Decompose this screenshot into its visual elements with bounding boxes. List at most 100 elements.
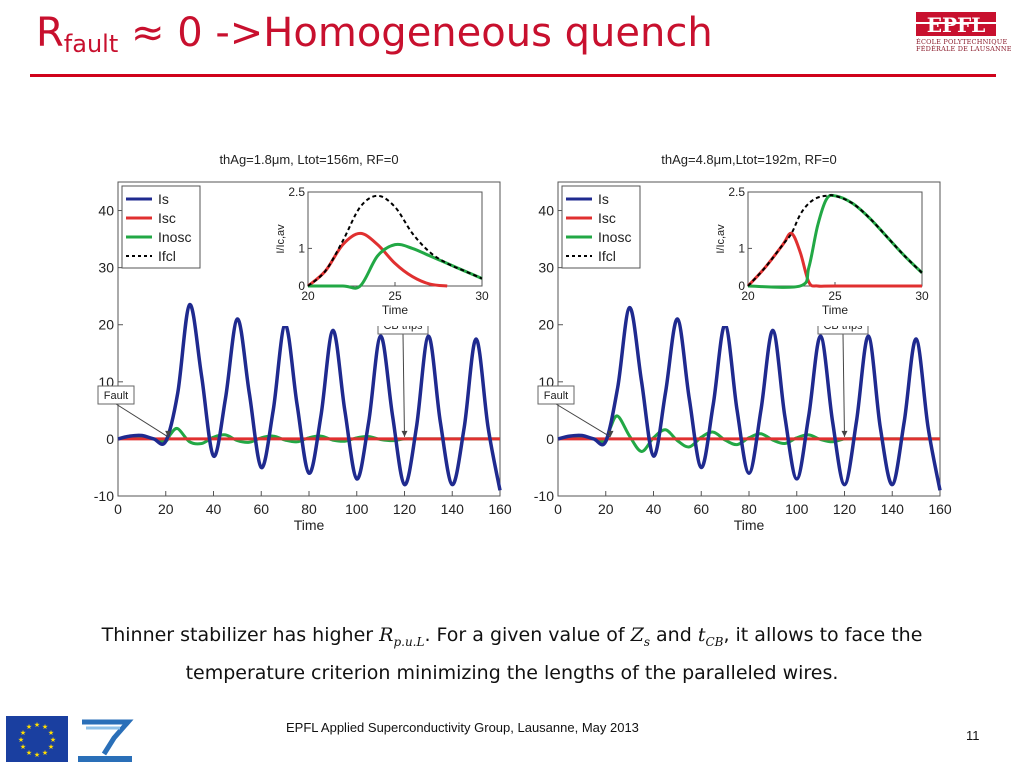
y-tick-label: -10 [534, 488, 554, 504]
chart-left: thAg=1.8μm, Ltot=156m, RF=0 -10 0 10 20 30 40 0… [67, 140, 512, 540]
annotation-box [97, 385, 135, 405]
caption-text-4: , it allows to face the temperature crit… [185, 624, 923, 684]
x-tick-label: 120 [393, 501, 417, 517]
y-tick-label: 20 [538, 317, 554, 333]
inset-y-axis-label: I/Ic,av [275, 224, 287, 254]
y-tick-label: 40 [98, 203, 114, 219]
inset-y-axis-label: I/Ic,av [715, 224, 727, 254]
caption-text-2: . For a given value of [424, 624, 631, 646]
series-line-is [557, 305, 942, 491]
title-divider [30, 74, 996, 77]
y-tick-label: 0 [546, 431, 554, 447]
x-tick-label: 60 [253, 501, 269, 517]
x-tick-label: 0 [554, 501, 562, 517]
inset-series-line-isc [307, 231, 448, 288]
annotation-arrow [555, 403, 611, 438]
epfl-logo-mark: EPFL [916, 12, 996, 36]
svg-text:★: ★ [26, 749, 32, 757]
caption-text-1: Thinner stabilizer has higher [101, 624, 380, 646]
x-tick-label: 160 [928, 501, 952, 517]
svg-text:★: ★ [34, 751, 40, 759]
annotation-label: Fault [104, 390, 128, 402]
inset-y-tick-label: 0 [298, 279, 305, 293]
legend-label-inosc: Inosc [598, 229, 631, 245]
x-axis-label: Time [294, 517, 325, 533]
svg-text:★: ★ [42, 723, 48, 731]
x-tick-label: 140 [441, 501, 465, 517]
x-tick-label: 100 [785, 501, 809, 517]
inset-x-tick-label: 20 [301, 289, 315, 303]
x-tick-label: 20 [598, 501, 614, 517]
annotation-arrow [842, 333, 845, 437]
svg-text:★: ★ [18, 736, 24, 744]
legend-label-is: Is [598, 191, 609, 207]
x-tick-label: 40 [206, 501, 222, 517]
legend-label-is: Is [158, 191, 169, 207]
x-tick-label: 160 [488, 501, 512, 517]
svg-text:★: ★ [26, 723, 32, 731]
legend-label-isc: Isc [598, 210, 616, 226]
series-line-is [117, 302, 502, 491]
inset-plot-area [307, 191, 483, 287]
caption-var-tcb: tCB [697, 624, 724, 649]
chart-title: thAg=4.8μm,Ltot=192m, RF=0 [661, 152, 837, 167]
x-tick-label: 0 [114, 501, 122, 517]
y-tick-label: 0 [106, 431, 114, 447]
legend-label-inosc: Inosc [158, 229, 191, 245]
y-tick-label: -10 [94, 488, 114, 504]
legend-label-isc: Isc [158, 210, 176, 226]
title-rest: ≈ 0 ->Homogeneous quench [118, 10, 713, 56]
inset-x-tick-label: 25 [388, 289, 402, 303]
x-tick-label: 20 [158, 501, 174, 517]
inset-x-tick-label: 30 [915, 289, 929, 303]
svg-text:★: ★ [48, 729, 54, 737]
svg-text:★: ★ [34, 721, 40, 729]
svg-text:★: ★ [20, 729, 26, 737]
legend-label-ifcl: Ifcl [598, 248, 616, 264]
y-tick-label: 40 [538, 203, 554, 219]
inset-y-tick-label: 1 [738, 241, 745, 255]
epfl-logo: EPFL ÉCOLE POLYTECHNIQUE FÉDÉRALE DE LAU… [916, 12, 1012, 53]
slide-caption: Thinner stabilizer has higher Rp.u.L. Fo… [40, 620, 984, 689]
x-axis-label: Time [734, 517, 765, 533]
annotation-box [537, 385, 575, 405]
svg-text:★: ★ [48, 743, 54, 751]
eu-flag-icon: ★ ★★★ ★★★★ ★★★★ [6, 716, 68, 762]
x-tick-label: 100 [345, 501, 369, 517]
annotation-arrowhead [841, 430, 848, 437]
inset-y-tick-label: 2.5 [288, 185, 305, 199]
y-tick-label: 30 [98, 260, 114, 276]
inset-y-tick-label: 2.5 [728, 185, 745, 199]
title-subscript: fault [63, 30, 119, 58]
chart-right: thAg=4.8μm,Ltot=192m, RF=0 -10 0 10 20 30 40 0 2… [507, 140, 952, 540]
inset-x-axis-label: Time [822, 303, 849, 317]
chart-left-svg: thAg=1.8μm, Ltot=156m, RF=0-100102030400… [67, 152, 512, 533]
legend-label-ifcl: Ifcl [158, 248, 176, 264]
inset-x-tick-label: 30 [475, 289, 489, 303]
annotation-arrow [115, 403, 169, 438]
x-tick-label: 80 [301, 501, 317, 517]
epfl-logo-line1: ÉCOLE POLYTECHNIQUE [916, 38, 1008, 46]
title-main: R [36, 10, 64, 56]
y-tick-label: 30 [538, 260, 554, 276]
caption-text-3: and [649, 624, 698, 646]
annotation-arrowhead [607, 430, 614, 437]
x-tick-label: 140 [881, 501, 905, 517]
y-tick-label: 20 [98, 317, 114, 333]
inset-y-tick-label: 0 [738, 279, 745, 293]
inset-plot-area [747, 191, 923, 287]
annotation-arrowhead [165, 430, 172, 437]
svg-text:★: ★ [42, 749, 48, 757]
inset-y-tick-label: 1 [298, 241, 305, 255]
epfl-logo-text: EPFL [927, 13, 986, 36]
annotation-label: Fault [544, 390, 568, 402]
inset-series-line-ifcl [747, 194, 923, 287]
inset-x-axis-label: Time [382, 303, 409, 317]
epfl-logo-line2: FÉDÉRALE DE LAUSANNE [916, 45, 1012, 53]
inset-x-tick-label: 25 [828, 289, 842, 303]
caption-var-rpul: Rp.u.L [379, 624, 425, 649]
chart-title: thAg=1.8μm, Ltot=156m, RF=0 [219, 152, 398, 167]
x-tick-label: 60 [693, 501, 709, 517]
page-number: 11 [966, 728, 980, 743]
